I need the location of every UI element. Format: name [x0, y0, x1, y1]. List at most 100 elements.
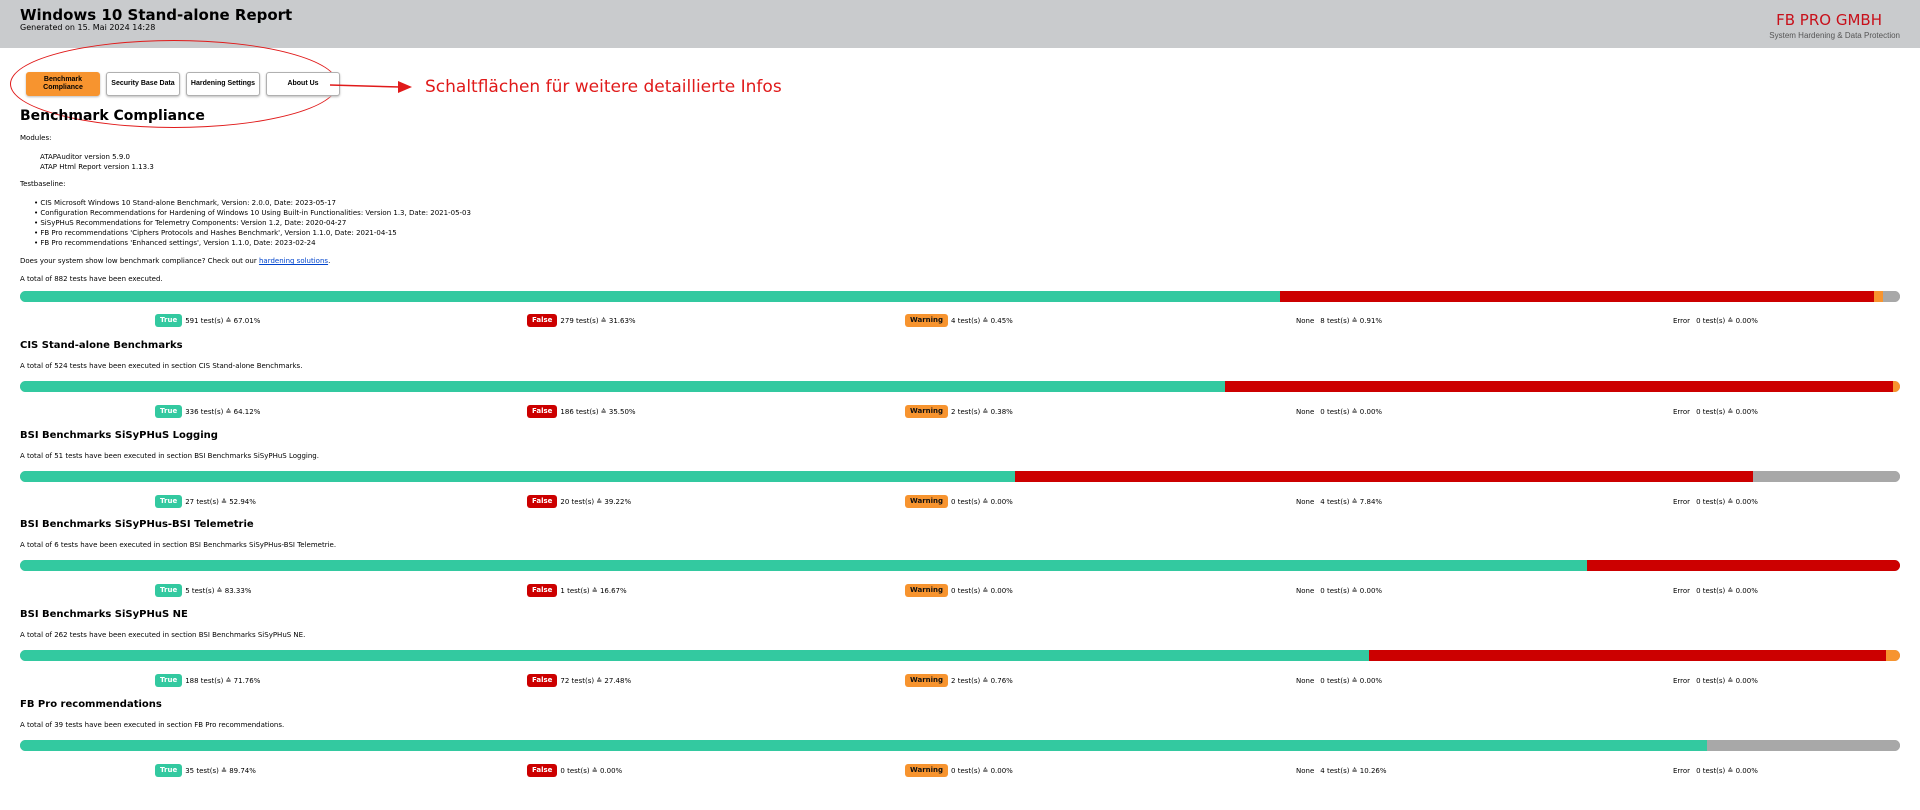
- stat-none: None 4 test(s) ≙ 10.26%: [1296, 764, 1387, 777]
- stat-label-true: True: [155, 764, 183, 777]
- progress-segment-true: [20, 740, 1708, 751]
- stat-false: False 186 test(s) ≙ 35.50%: [527, 405, 636, 418]
- baseline-item: SiSyPHuS Recommendations for Telemetry C…: [34, 219, 346, 227]
- stat-false: False 0 test(s) ≙ 0.00%: [527, 764, 622, 777]
- stat-true: True 336 test(s) ≙ 64.12%: [155, 405, 260, 418]
- stat-true: True 35 test(s) ≙ 89.74%: [155, 764, 256, 777]
- progress-segment-true: [20, 291, 1280, 302]
- stat-value-warning: 0 test(s) ≙ 0.00%: [951, 586, 1013, 595]
- baseline-item: CIS Microsoft Windows 10 Stand-alone Ben…: [34, 199, 336, 207]
- nav-button-benchmark-compliance[interactable]: Benchmark Compliance: [26, 72, 100, 96]
- stat-value-warning: 2 test(s) ≙ 0.76%: [951, 676, 1013, 685]
- stat-value-warning: 4 test(s) ≙ 0.45%: [951, 316, 1013, 325]
- brand-tagline: System Hardening & Data Protection: [1769, 31, 1900, 40]
- stat-value-error: 0 test(s) ≙ 0.00%: [1696, 497, 1758, 506]
- section-title: BSI Benchmarks SiSyPHuS NE: [20, 609, 188, 620]
- stat-label-warning: Warning: [905, 314, 949, 327]
- stat-value-none: 0 test(s) ≙ 0.00%: [1320, 586, 1383, 595]
- stat-label-none: None: [1296, 766, 1315, 775]
- stat-value-false: 279 test(s) ≙ 31.63%: [560, 316, 636, 325]
- stat-label-warning: Warning: [905, 674, 949, 687]
- stat-value-false: 1 test(s) ≙ 16.67%: [560, 586, 627, 595]
- section-title: CIS Stand-alone Benchmarks: [20, 340, 183, 351]
- stat-false: False 1 test(s) ≙ 16.67%: [527, 584, 627, 597]
- stat-none: None 4 test(s) ≙ 7.84%: [1296, 495, 1382, 508]
- stat-value-error: 0 test(s) ≙ 0.00%: [1696, 586, 1758, 595]
- page-title: Benchmark Compliance: [20, 108, 205, 124]
- stat-value-true: 27 test(s) ≙ 52.94%: [185, 497, 256, 506]
- section-summary-text: A total of 524 tests have been executed …: [20, 362, 303, 370]
- hardening-hint-text: Does your system show low benchmark comp…: [20, 257, 257, 265]
- section-title: BSI Benchmarks SiSyPHuS Logging: [20, 430, 218, 441]
- progress-segment-false: [1225, 381, 1893, 392]
- stat-none: None 8 test(s) ≙ 0.91%: [1296, 314, 1382, 327]
- testbaseline-label: Testbaseline:: [20, 180, 66, 188]
- progress-segment-warning: [1892, 381, 1900, 392]
- stat-label-true: True: [155, 495, 183, 508]
- stat-label-warning: Warning: [905, 405, 949, 418]
- stat-label-none: None: [1296, 586, 1315, 595]
- stat-value-error: 0 test(s) ≙ 0.00%: [1696, 407, 1758, 416]
- nav-button-about-us[interactable]: About Us: [266, 72, 340, 96]
- stat-error: Error 0 test(s) ≙ 0.00%: [1673, 674, 1758, 687]
- stat-value-error: 0 test(s) ≙ 0.00%: [1696, 316, 1758, 325]
- stat-false: False 279 test(s) ≙ 31.63%: [527, 314, 636, 327]
- hardening-hint-suffix: .: [328, 257, 331, 265]
- stat-value-error: 0 test(s) ≙ 0.00%: [1696, 676, 1758, 685]
- report-title: Windows 10 Stand-alone Report: [20, 6, 293, 24]
- stat-value-warning: 2 test(s) ≙ 0.38%: [951, 407, 1013, 416]
- section-summary-text: A total of 6 tests have been executed in…: [20, 541, 337, 549]
- stat-warning: Warning 4 test(s) ≙ 0.45%: [905, 314, 1013, 327]
- stat-value-false: 186 test(s) ≙ 35.50%: [560, 407, 636, 416]
- stat-label-true: True: [155, 314, 183, 327]
- report-header: Windows 10 Stand-alone Report Generated …: [0, 0, 1920, 48]
- stat-error: Error 0 test(s) ≙ 0.00%: [1673, 495, 1758, 508]
- nav-button-security-base-data[interactable]: Security Base Data: [106, 72, 180, 96]
- section-summary-text: A total of 51 tests have been executed i…: [20, 452, 319, 460]
- stat-label-none: None: [1296, 407, 1315, 416]
- stat-value-none: 4 test(s) ≙ 10.26%: [1320, 766, 1387, 775]
- baseline-item: Configuration Recommendations for Harden…: [34, 209, 471, 217]
- annotation-text: Schaltflächen für weitere detaillierte I…: [425, 77, 782, 97]
- stat-true: True 27 test(s) ≙ 52.94%: [155, 495, 256, 508]
- nav-button-hardening-settings[interactable]: Hardening Settings: [186, 72, 260, 96]
- progress-segment-true: [20, 650, 1370, 661]
- stat-value-true: 188 test(s) ≙ 71.76%: [185, 676, 261, 685]
- stat-value-none: 8 test(s) ≙ 0.91%: [1320, 316, 1383, 325]
- progress-segment-none: [1752, 471, 1900, 482]
- compliance-progress-bar: [20, 650, 1900, 661]
- stat-true: True 188 test(s) ≙ 71.76%: [155, 674, 260, 687]
- stat-false: False 20 test(s) ≙ 39.22%: [527, 495, 631, 508]
- progress-segment-false: [1586, 560, 1900, 571]
- stat-warning: Warning 0 test(s) ≙ 0.00%: [905, 764, 1013, 777]
- stat-label-none: None: [1296, 497, 1315, 506]
- annotation-arrow-icon: [330, 81, 412, 93]
- progress-segment-true: [20, 381, 1226, 392]
- stat-label-false: False: [527, 674, 558, 687]
- progress-segment-warning: [1885, 650, 1900, 661]
- hardening-solutions-link[interactable]: hardening solutions: [258, 257, 329, 265]
- compliance-progress-bar: [20, 471, 1900, 482]
- progress-segment-none: [1882, 291, 1900, 302]
- stat-true: True 591 test(s) ≙ 67.01%: [155, 314, 260, 327]
- section-summary-text: A total of 39 tests have been executed i…: [20, 721, 285, 729]
- stat-warning: Warning 2 test(s) ≙ 0.76%: [905, 674, 1013, 687]
- hardening-hint: Does your system show low benchmark comp…: [20, 257, 330, 265]
- stat-value-true: 591 test(s) ≙ 67.01%: [185, 316, 261, 325]
- stat-true: True 5 test(s) ≙ 83.33%: [155, 584, 251, 597]
- stat-none: None 0 test(s) ≙ 0.00%: [1296, 584, 1382, 597]
- stat-label-false: False: [527, 405, 558, 418]
- section-summary-text: A total of 262 tests have been executed …: [20, 631, 306, 639]
- progress-segment-true: [20, 560, 1587, 571]
- stat-value-error: 0 test(s) ≙ 0.00%: [1696, 766, 1758, 775]
- stat-label-error: Error: [1673, 766, 1691, 775]
- compliance-progress-bar: [20, 291, 1900, 302]
- stat-value-true: 5 test(s) ≙ 83.33%: [185, 586, 252, 595]
- progress-segment-false: [1369, 650, 1886, 661]
- stat-error: Error 0 test(s) ≙ 0.00%: [1673, 764, 1758, 777]
- stat-value-true: 35 test(s) ≙ 89.74%: [185, 766, 256, 775]
- progress-segment-false: [1279, 291, 1875, 302]
- stat-warning: Warning 0 test(s) ≙ 0.00%: [905, 584, 1013, 597]
- baseline-item: FB Pro recommendations 'Enhanced setting…: [34, 239, 315, 247]
- stat-label-error: Error: [1673, 676, 1691, 685]
